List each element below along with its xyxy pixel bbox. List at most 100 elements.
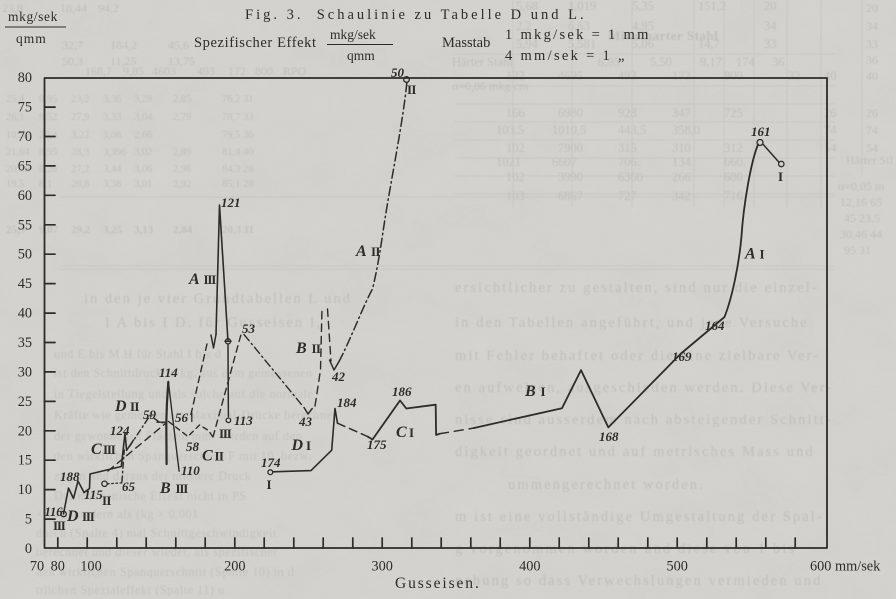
svg-text:12,16 65: 12,16 65 [840, 195, 882, 209]
svg-text:84,3: 84,3 [222, 164, 240, 175]
svg-text:70: 70 [30, 559, 44, 575]
svg-text:59: 59 [143, 407, 157, 422]
svg-text:in den Tabellen angeführt, und: in den Tabellen angeführt, und jene Vers… [455, 315, 809, 331]
svg-text:103,5: 103,5 [496, 123, 524, 137]
svg-text:α=0,05 m: α=0,05 m [838, 179, 885, 193]
svg-text:36: 36 [243, 130, 254, 141]
svg-text:Kräfte wie gemessen als Maxima: Kräfte wie gemessen als Maximal-Drücke b… [54, 408, 337, 422]
svg-text:25,3: 25,3 [6, 224, 26, 236]
svg-text:5,94: 5,94 [516, 37, 539, 51]
svg-text:54: 54 [824, 141, 837, 155]
svg-text:13,75: 13,75 [168, 54, 195, 68]
svg-text:168,7: 168,7 [85, 64, 112, 78]
svg-text:III: III [103, 442, 116, 457]
svg-text:II: II [407, 82, 416, 97]
svg-text:3,06: 3,06 [103, 130, 121, 141]
svg-text:3,28: 3,28 [134, 94, 152, 105]
svg-text:in den je vier Grundtabellen L: in den je vier Grundtabellen L und [84, 291, 352, 307]
svg-text:31: 31 [243, 224, 254, 236]
svg-text:300: 300 [371, 559, 392, 575]
svg-text:g vorgenommen worden und diese: g vorgenommen worden und diese von 1 bis [455, 541, 796, 557]
svg-text:3,25: 3,25 [103, 224, 123, 236]
svg-text:493: 493 [618, 69, 637, 83]
svg-text:II: II [102, 493, 111, 508]
svg-text:I: I [409, 425, 414, 440]
svg-text:342: 342 [672, 189, 691, 203]
svg-text:3,22: 3,22 [71, 130, 89, 141]
svg-text:ersichtlicher zu gestalten, si: ersichtlicher zu gestalten, sind nur die… [455, 280, 819, 296]
svg-text:II: II [130, 399, 139, 414]
svg-text:33: 33 [243, 112, 254, 123]
svg-text:mkg/sek: mkg/sek [330, 27, 376, 42]
svg-text:95 31: 95 31 [844, 243, 871, 257]
svg-text:928: 928 [618, 106, 637, 120]
svg-text:9,17: 9,17 [700, 55, 722, 69]
svg-text:28,3: 28,3 [71, 147, 89, 158]
svg-text:18,44: 18,44 [60, 1, 87, 15]
svg-text:78,7: 78,7 [222, 112, 240, 123]
svg-text:600 mm/sek: 600 mm/sek [810, 559, 881, 575]
svg-text:3,396: 3,396 [103, 147, 127, 158]
svg-text:5,50: 5,50 [650, 55, 672, 69]
svg-text:660.: 660. [724, 155, 746, 169]
svg-text:21,64: 21,64 [6, 147, 30, 158]
svg-text:mit Fehler behaftet oder die e: mit Fehler behaftet oder die eine zielba… [455, 348, 820, 364]
svg-text:A: A [355, 243, 367, 260]
svg-text:8,95: 8,95 [39, 147, 57, 158]
svg-text:443,5: 443,5 [618, 123, 646, 137]
svg-text:nehung so dass Verwechslungen: nehung so dass Verwechslungen vermieden … [455, 573, 823, 589]
svg-text:26: 26 [866, 106, 878, 120]
svg-text:65: 65 [18, 158, 32, 174]
svg-text:Spezifischer Effekt: Spezifischer Effekt [194, 35, 317, 51]
svg-text:5: 5 [25, 512, 32, 528]
svg-text:74: 74 [866, 123, 878, 137]
svg-text:ttlichen Spezialeffekt (Spalte: ttlichen Spezialeffekt (Spalte 11) u [36, 583, 225, 597]
svg-text:70: 70 [18, 129, 32, 145]
svg-text:31: 31 [243, 94, 254, 105]
svg-text:725: 725 [724, 106, 743, 120]
svg-text:qmm: qmm [16, 31, 47, 46]
svg-text:en aufweisen, ausgeschieden we: en aufweisen, ausgeschieden werden. Dies… [455, 380, 833, 396]
svg-text:186: 186 [392, 384, 412, 399]
svg-text:100: 100 [80, 559, 101, 575]
svg-text:74: 74 [824, 123, 837, 137]
svg-text:3,33: 3,33 [103, 112, 121, 123]
svg-text:4603: 4603 [152, 64, 176, 78]
svg-text:172: 172 [672, 69, 691, 83]
svg-text:C: C [91, 441, 102, 458]
svg-text:94,2: 94,2 [98, 1, 119, 15]
svg-text:347: 347 [672, 106, 691, 120]
svg-text:20: 20 [764, 0, 777, 13]
svg-text:ummengerechnet worden.: ummengerechnet worden. [508, 477, 705, 493]
svg-text:85,1: 85,1 [222, 179, 240, 190]
svg-text:60: 60 [18, 188, 32, 204]
svg-text:B: B [524, 383, 536, 400]
svg-text:III: III [176, 481, 189, 496]
svg-text:55: 55 [18, 217, 32, 233]
svg-text:I: I [306, 438, 311, 453]
svg-text:266: 266 [672, 170, 691, 184]
svg-text:Gusseisen.: Gusseisen. [395, 575, 481, 592]
svg-text:45 23,5: 45 23,5 [844, 211, 880, 225]
svg-text:29,2: 29,2 [71, 224, 91, 236]
svg-text:1 mkg/sek = 1 mm: 1 mkg/sek = 1 mm [505, 27, 651, 43]
svg-text:493: 493 [197, 64, 215, 78]
svg-text:nisse sind ausserdem nach abst: nisse sind ausserdem nach absteigender S… [455, 412, 833, 428]
svg-text:45,6: 45,6 [168, 38, 189, 52]
svg-text:I A bis I D. für Gusseisen I,: I A bis I D. für Gusseisen I, [105, 315, 322, 331]
svg-text:3,06: 3,06 [134, 164, 152, 175]
svg-text:4695: 4695 [558, 69, 583, 83]
svg-text:6980: 6980 [558, 106, 583, 120]
svg-text:680: 680 [724, 170, 743, 184]
svg-text:310: 310 [672, 141, 691, 155]
svg-text:124: 124 [110, 423, 130, 438]
svg-text:15: 15 [18, 453, 32, 469]
svg-text:121: 121 [221, 195, 241, 210]
svg-text:716: 716 [724, 189, 743, 203]
svg-text:10: 10 [18, 482, 32, 498]
svg-text:2,84: 2,84 [173, 224, 193, 236]
svg-text:3990: 3990 [558, 170, 583, 184]
svg-text:122: 122 [506, 69, 525, 83]
svg-text:zogen und daraus der mittlere: zogen und daraus der mittlere Druck [54, 469, 252, 483]
svg-text:2,85: 2,85 [173, 94, 191, 105]
